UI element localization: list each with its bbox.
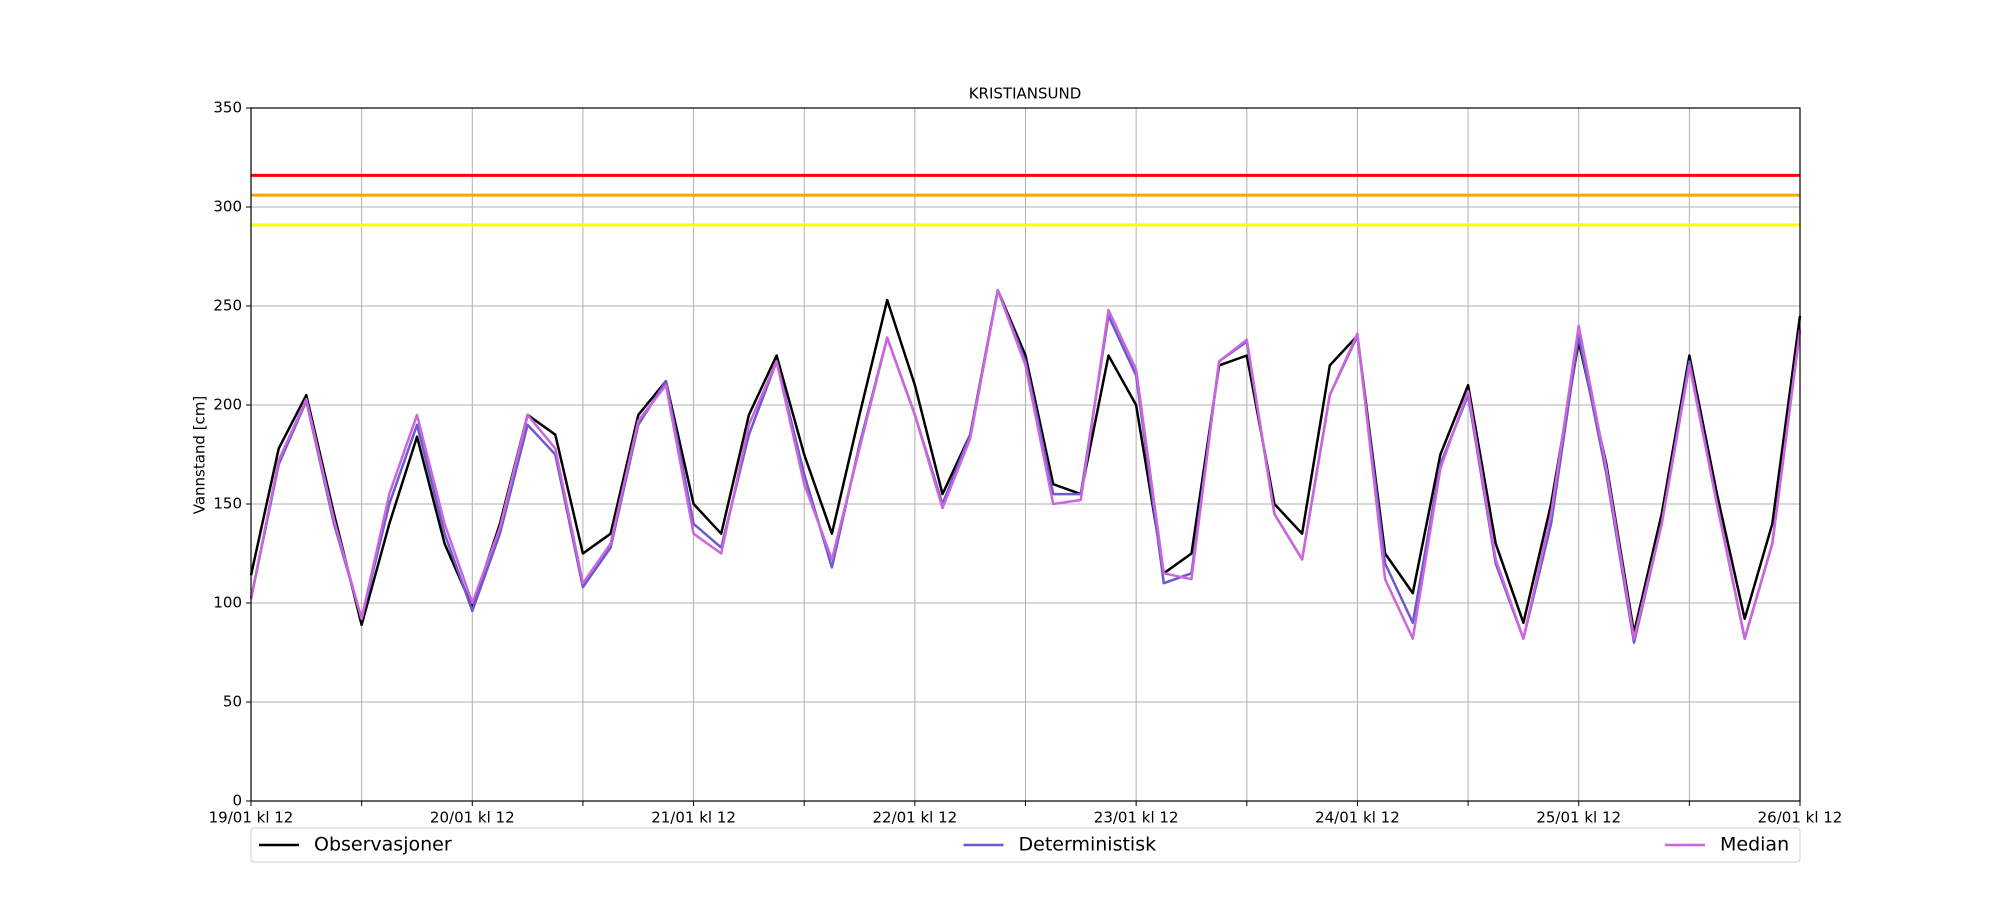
- x-tick-label: 24/01 kl 12: [1315, 809, 1400, 827]
- y-tick-label: 250: [213, 297, 242, 315]
- series-line: [249, 288, 1802, 644]
- x-tick-label: 21/01 kl 12: [651, 809, 736, 827]
- x-tick-label: 23/01 kl 12: [1094, 809, 1179, 827]
- x-tick-label: 26/01 kl 12: [1758, 809, 1843, 827]
- legend: Observasjoner Deterministisk Median: [250, 827, 1801, 863]
- chart-title: KRISTIANSUND: [969, 85, 1082, 103]
- legend-label: Median: [1720, 834, 1789, 856]
- y-tick-label: 50: [223, 693, 242, 711]
- y-tick-label: 150: [213, 495, 242, 513]
- x-tick-label: 19/01 kl 12: [209, 809, 294, 827]
- y-tick-label: 0: [232, 792, 242, 810]
- x-tick-label: 20/01 kl 12: [430, 809, 515, 827]
- y-tick-label: 200: [213, 396, 242, 414]
- y-tick-label: 350: [213, 99, 242, 117]
- series-line: [249, 288, 1802, 640]
- legend-label: Deterministisk: [1019, 834, 1157, 856]
- y-tick-label: 100: [213, 594, 242, 612]
- plot-frame: [250, 107, 1801, 802]
- x-tick-label: 22/01 kl 12: [872, 809, 957, 827]
- y-tick-label: 300: [213, 198, 242, 216]
- y-axis-label: Vannstand [cm]: [191, 396, 209, 515]
- legend-label: Observasjoner: [314, 834, 452, 856]
- legend-box: [250, 827, 1801, 863]
- x-tick-label: 25/01 kl 12: [1536, 809, 1621, 827]
